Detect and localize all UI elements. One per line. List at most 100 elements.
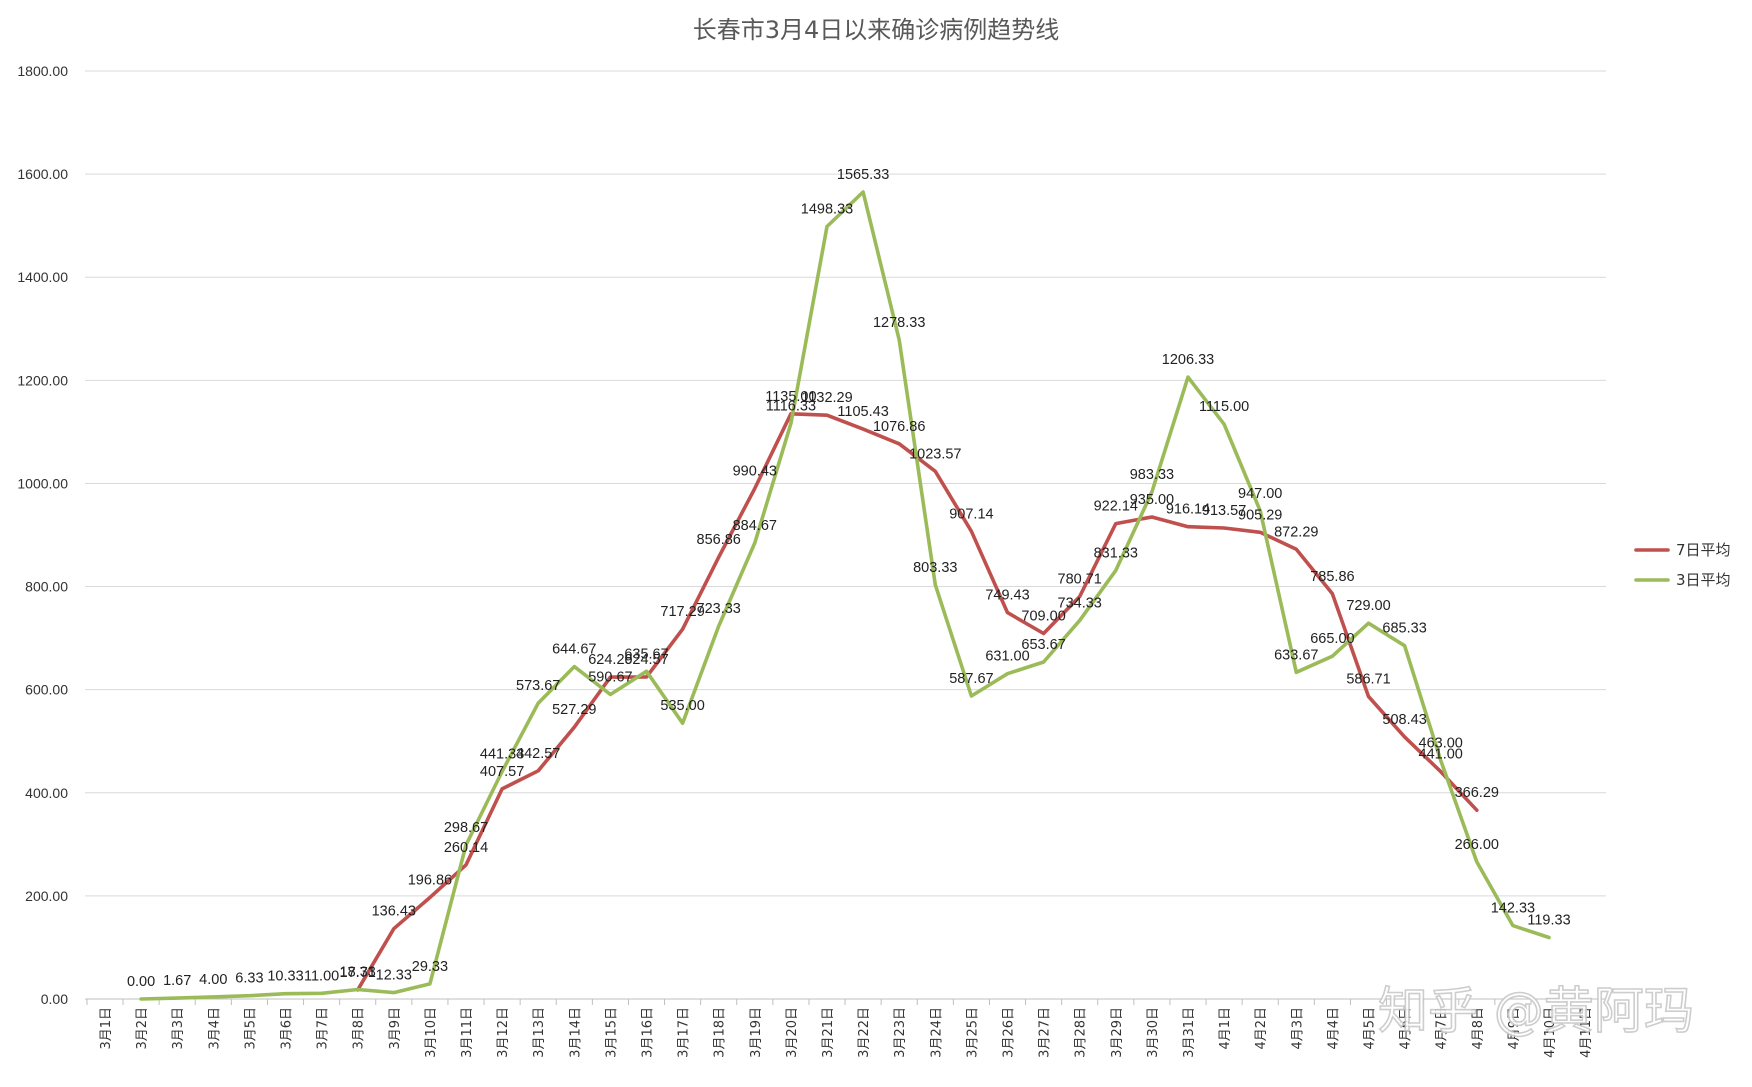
- x-tick-label: 3月17日: [677, 1007, 692, 1058]
- data-label: 749.43: [985, 588, 1029, 604]
- data-label: 990.43: [733, 463, 777, 479]
- x-tick-label: 3月25日: [965, 1007, 980, 1058]
- data-label: 11.00: [304, 968, 339, 984]
- x-tick-label: 4月2日: [1254, 1007, 1269, 1050]
- x-tick-label: 4月1日: [1218, 1007, 1233, 1050]
- y-tick-label: 0.00: [41, 991, 68, 1007]
- data-label: 260.14: [444, 840, 488, 856]
- data-label: 1023.57: [909, 446, 961, 462]
- data-label: 366.29: [1455, 785, 1499, 801]
- x-tick-label: 3月12日: [496, 1007, 511, 1058]
- data-label: 1565.33: [837, 167, 889, 183]
- x-tick-label: 3月7日: [316, 1007, 331, 1050]
- x-tick-label: 4月3日: [1290, 1007, 1305, 1050]
- data-label: 10.33: [267, 969, 303, 985]
- data-label: 508.43: [1382, 712, 1426, 728]
- watermark: 知乎 @黄阿玛: [1378, 982, 1694, 1040]
- data-label: 1076.86: [873, 419, 925, 435]
- data-label: 644.67: [552, 642, 596, 658]
- data-label: 633.67: [1274, 647, 1318, 663]
- data-label: 685.33: [1382, 621, 1426, 637]
- data-label: 527.29: [552, 702, 596, 718]
- data-label: 1115.00: [1199, 399, 1249, 415]
- data-label: 1116.33: [766, 398, 816, 414]
- data-label: 18.33: [340, 965, 376, 981]
- data-label: 12.33: [376, 968, 412, 984]
- x-tick-label: 3月16日: [641, 1007, 656, 1058]
- chart-title: 长春市3月4日以来确诊病例趋势线: [693, 16, 1060, 44]
- data-label: 635.67: [624, 646, 668, 662]
- data-label: 653.67: [1021, 637, 1065, 653]
- data-label: 590.67: [588, 669, 632, 685]
- data-label: 916.14: [1166, 502, 1210, 518]
- x-tick-label: 3月22日: [857, 1007, 872, 1058]
- data-label: 6.33: [235, 971, 263, 987]
- data-label: 441.33: [480, 746, 524, 762]
- data-label: 947.00: [1238, 486, 1282, 502]
- data-label: 872.29: [1274, 524, 1318, 540]
- data-label: 884.67: [733, 518, 777, 534]
- data-label: 142.33: [1491, 901, 1535, 917]
- y-tick-label: 400.00: [25, 785, 68, 801]
- y-tick-label: 1200.00: [17, 372, 68, 388]
- y-tick-label: 1800.00: [17, 63, 68, 79]
- data-label: 1206.33: [1162, 352, 1214, 368]
- x-tick-label: 3月1日: [99, 1007, 114, 1050]
- data-label: 831.33: [1094, 545, 1138, 561]
- data-label: 907.14: [949, 506, 993, 522]
- data-label: 442.57: [516, 746, 560, 762]
- legend-label: 7日平均: [1676, 541, 1731, 559]
- x-tick-label: 3月2日: [135, 1007, 150, 1050]
- data-label: 665.00: [1310, 631, 1354, 647]
- x-tick-label: 3月9日: [388, 1007, 403, 1050]
- data-labels: 17.71 136.43 196.86 260.14 407.57 442.57 527.2…: [127, 167, 1571, 990]
- x-tick-label: 3月21日: [821, 1007, 836, 1058]
- series-line-3day: [139, 190, 1551, 1001]
- data-label: 587.67: [949, 671, 993, 687]
- x-tick-label: 3月30日: [1146, 1007, 1161, 1058]
- x-tick-label: 3月6日: [280, 1007, 295, 1050]
- data-label: 0.00: [127, 974, 155, 990]
- x-tick-label: 4月10日: [1543, 1007, 1558, 1058]
- x-tick-label: 3月5日: [243, 1007, 258, 1050]
- data-label: 441.00: [1419, 747, 1463, 763]
- data-label: 631.00: [985, 649, 1029, 665]
- legend-label: 3日平均: [1676, 571, 1731, 589]
- series-line-7day: [355, 412, 1479, 992]
- y-tick-label: 200.00: [25, 888, 68, 904]
- x-tick-label: 3月18日: [713, 1007, 728, 1058]
- x-tick-label: 4月7日: [1435, 1007, 1450, 1050]
- data-label: 785.86: [1310, 569, 1354, 585]
- x-tick-label: 3月3日: [171, 1007, 186, 1050]
- data-label: 1278.33: [873, 315, 925, 331]
- data-label: 196.86: [408, 873, 452, 889]
- x-tick-label: 3月28日: [1074, 1007, 1089, 1058]
- x-tick-label: 3月20日: [785, 1007, 800, 1058]
- data-label: 266.00: [1455, 837, 1499, 853]
- data-label: 407.57: [480, 764, 524, 780]
- data-label: 717.29: [660, 604, 704, 620]
- x-tick-label: 3月23日: [893, 1007, 908, 1058]
- x-tick-label: 4月5日: [1363, 1007, 1378, 1050]
- data-label: 1498.33: [801, 202, 853, 218]
- data-label: 1.67: [163, 973, 191, 989]
- x-tick-label: 3月27日: [1038, 1007, 1053, 1058]
- y-tick-label: 1600.00: [17, 166, 68, 182]
- data-label: 856.86: [697, 532, 741, 548]
- data-label: 729.00: [1346, 598, 1390, 614]
- x-tick-label: 4月8日: [1471, 1007, 1486, 1050]
- gridlines: [85, 70, 1606, 1000]
- series-lines: [139, 190, 1551, 1001]
- data-label: 913.57: [1202, 503, 1246, 519]
- data-label: 4.00: [199, 972, 227, 988]
- data-label: 935.00: [1130, 492, 1174, 508]
- y-tick-label: 1400.00: [17, 269, 68, 285]
- data-label: 1105.43: [837, 404, 888, 420]
- data-label: 136.43: [372, 904, 416, 920]
- x-tick-label: 3月13日: [532, 1007, 547, 1058]
- data-label: 624.29: [588, 652, 632, 668]
- data-label: 1132.29: [801, 390, 852, 406]
- x-tick-label: 3月29日: [1110, 1007, 1125, 1058]
